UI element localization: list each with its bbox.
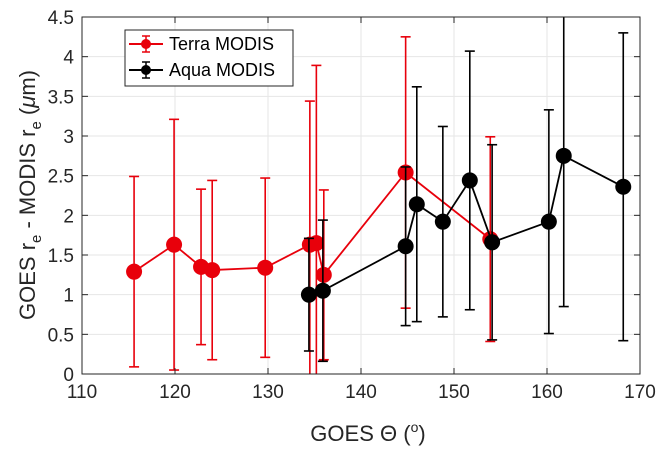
legend: Terra MODIS Aqua MODIS (124, 29, 294, 87)
legend-aqua-label: Aqua MODIS (169, 60, 275, 80)
y-tick-label: 4 (63, 48, 74, 69)
x-tick-label: 160 (531, 382, 563, 403)
data-point (257, 259, 274, 276)
y-tick-label: 4.5 (48, 8, 74, 29)
data-point (166, 236, 183, 253)
tick-marks (81, 16, 641, 375)
x-tick-label: 150 (438, 382, 470, 403)
legend-entry-aqua: Aqua MODIS (129, 60, 275, 80)
series-terra-modis (126, 36, 499, 374)
data-point (434, 213, 451, 230)
data-point (408, 196, 425, 213)
x-tick-label: 110 (67, 382, 97, 403)
y-tick-label: 0.5 (48, 325, 74, 346)
y-tick-label: 2.5 (48, 167, 74, 188)
legend-entry-terra: Terra MODIS (129, 34, 274, 54)
data-point (126, 263, 143, 280)
y-tick-label: 1 (63, 286, 74, 307)
y-tick-label: 1.5 (48, 246, 74, 267)
tick-labels: 110 120 130 140 150 160 170 0 0.5 1 1.5 2 2.5 3 3.5 4 4.… (48, 8, 656, 403)
data-point (397, 238, 414, 255)
series-aqua-modis (300, 17, 632, 363)
legend-terra-label: Terra MODIS (169, 34, 274, 54)
data-point (555, 147, 572, 164)
y-tick-label: 2 (63, 206, 74, 227)
legend-box (124, 29, 294, 87)
data-point (461, 172, 478, 189)
y-tick-label: 0 (63, 365, 74, 386)
x-axis-title: GOES Θ (o) (310, 419, 425, 446)
data-point (300, 286, 317, 303)
data-point (540, 213, 557, 230)
legend-terra-marker (141, 39, 151, 49)
y-tick-label: 3 (63, 127, 74, 148)
data-point (204, 262, 221, 279)
data-point (314, 282, 331, 299)
series-layer (126, 17, 632, 374)
legend-aqua-marker (141, 65, 151, 75)
data-point (615, 178, 632, 195)
data-point (484, 234, 501, 251)
x-tick-label: 130 (252, 382, 284, 403)
series-line-aqua-modis (308, 154, 624, 296)
x-tick-label: 120 (159, 382, 191, 403)
data-point (315, 266, 332, 283)
data-point (308, 235, 325, 252)
x-tick-label: 140 (345, 382, 377, 403)
x-tick-label: 170 (624, 382, 656, 403)
series-line-terra-modis (133, 171, 491, 277)
y-tick-label: 3.5 (48, 87, 74, 108)
y-axis-title: GOES re - MODIS re (μm) (15, 70, 45, 320)
